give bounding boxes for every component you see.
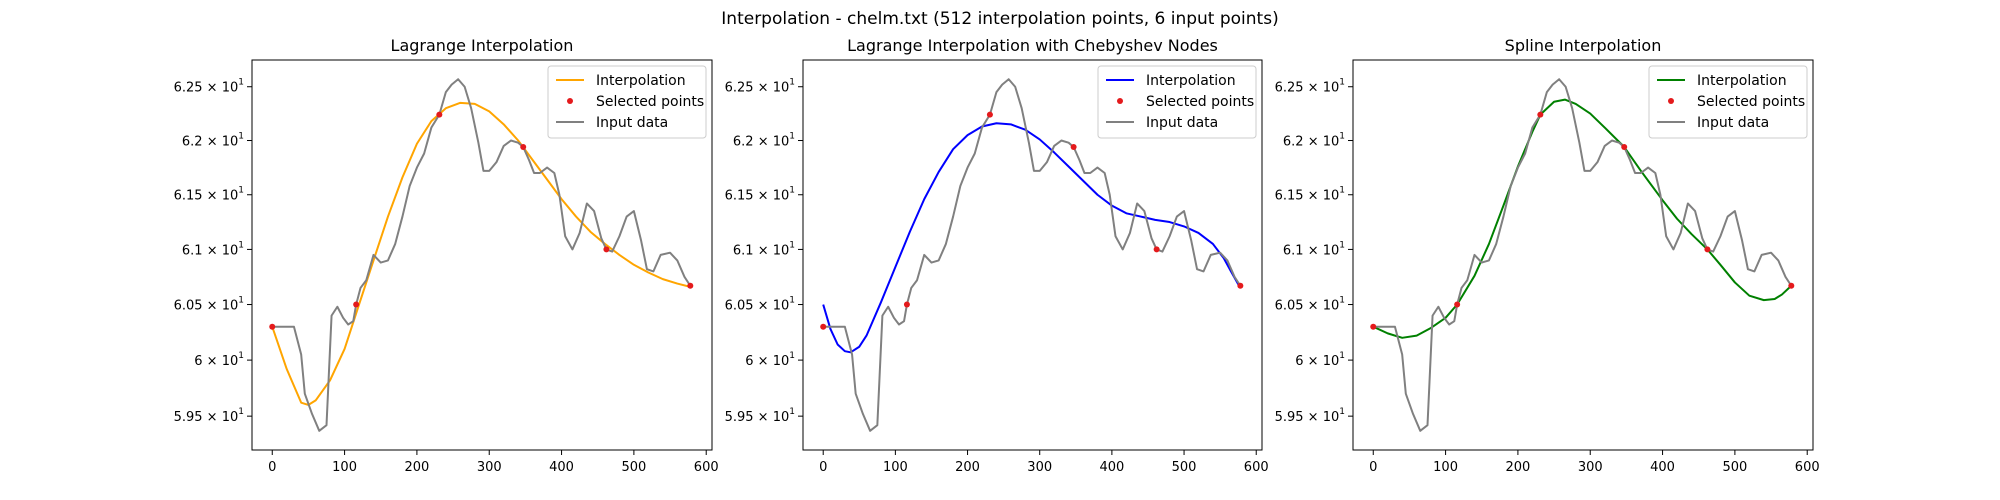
legend-label: Selected points: [596, 94, 704, 110]
input-data-curve: [272, 78, 692, 432]
y-tick-label: 6.1 × 101: [1283, 240, 1345, 258]
x-tick-label: 400: [1650, 460, 1675, 475]
subplot-2: Lagrange Interpolation with Chebyshev No…: [725, 36, 1269, 475]
legend: Interpolation Selected points Input data: [1648, 65, 1808, 139]
x-tick-label: 600: [1244, 460, 1269, 475]
y-tick-label: 6.15 × 101: [174, 186, 244, 204]
x-tick-label: 300: [1027, 460, 1052, 475]
axes-frame: [251, 59, 713, 451]
x-tick-label: 0: [819, 460, 827, 475]
x-tick-label: 600: [1795, 460, 1820, 475]
x-tick-label: 100: [332, 460, 357, 475]
y-tick-label: 5.95 × 101: [725, 407, 795, 425]
legend-point-swatch: [1668, 98, 1674, 104]
subplot-title: Lagrange Interpolation: [391, 36, 574, 55]
subplot-3: Spline Interpolation 0 100 200 300 400 500 600 5…: [1275, 36, 1820, 475]
x-tick-label: 300: [1578, 460, 1603, 475]
input-data-curve: [1373, 78, 1793, 432]
legend-label: Input data: [1146, 115, 1218, 131]
plot-area: [1370, 78, 1795, 432]
selected-point: [1788, 282, 1795, 289]
x-tick-label: 200: [955, 460, 980, 475]
selected-point: [520, 144, 527, 151]
y-tick-label: 6 × 101: [194, 351, 244, 369]
selected-point: [1704, 246, 1711, 253]
interpolation-curve: [822, 122, 1242, 354]
selected-point: [269, 323, 276, 330]
legend-box: [1648, 65, 1808, 139]
selected-point: [687, 282, 694, 289]
y-tick-label: 6.2 × 101: [733, 132, 795, 150]
y-tick-label: 6.2 × 101: [182, 132, 244, 150]
y-tick-label: 6.05 × 101: [725, 296, 795, 314]
y-tick-label: 6.1 × 101: [733, 240, 795, 258]
selected-point: [353, 301, 360, 308]
legend-label: Interpolation: [596, 73, 686, 89]
legend-box: [1097, 65, 1257, 139]
x-tick-label: 0: [268, 460, 276, 475]
y-tick-label: 6 × 101: [745, 351, 795, 369]
selected-point: [1237, 282, 1244, 289]
x-tick-label: 500: [621, 460, 646, 475]
selected-point: [1370, 323, 1377, 330]
y-tick-label: 6.05 × 101: [174, 296, 244, 314]
x-tick-label: 200: [404, 460, 429, 475]
selected-point: [986, 111, 993, 118]
y-tick-label: 6 × 101: [1295, 351, 1345, 369]
y-tick-label: 6.25 × 101: [1275, 78, 1345, 96]
x-tick-label: 400: [1099, 460, 1124, 475]
plot-area: [820, 78, 1244, 432]
y-tick-label: 6.1 × 101: [182, 240, 244, 258]
x-tick-label: 100: [1433, 460, 1458, 475]
selected-point: [1070, 144, 1077, 151]
plot-area: [269, 78, 694, 432]
x-tick-label: 300: [477, 460, 502, 475]
y-tick-label: 6.15 × 101: [725, 186, 795, 204]
legend: Interpolation Selected points Input data: [1097, 65, 1257, 139]
axes-frame: [1352, 59, 1814, 451]
x-tick-label: 200: [1505, 460, 1530, 475]
subplot-title: Spline Interpolation: [1505, 36, 1662, 55]
y-tick-label: 6.25 × 101: [725, 78, 795, 96]
y-tick-label: 6.25 × 101: [174, 78, 244, 96]
selected-point: [1454, 301, 1461, 308]
axes-frame: [802, 59, 1263, 451]
legend-label: Input data: [596, 115, 668, 131]
legend-point-swatch: [1117, 98, 1123, 104]
x-tick-label: 100: [883, 460, 908, 475]
legend-label: Selected points: [1146, 94, 1254, 110]
y-tick-label: 5.95 × 101: [1275, 407, 1345, 425]
selected-point: [1153, 246, 1160, 253]
selected-point: [436, 111, 443, 118]
subplot-title: Lagrange Interpolation with Chebyshev No…: [847, 36, 1218, 55]
interpolation-curve: [1372, 98, 1792, 339]
selected-point: [820, 323, 827, 330]
selected-point: [1537, 111, 1544, 118]
x-tick-label: 500: [1172, 460, 1197, 475]
y-tick-label: 5.95 × 101: [174, 407, 244, 425]
selected-point: [1621, 144, 1628, 151]
legend-label: Selected points: [1697, 94, 1805, 110]
y-tick-label: 6.2 × 101: [1283, 132, 1345, 150]
legend-box: [547, 65, 707, 139]
subplots: Lagrange Interpolation 0 100 200 300 400 500 60…: [174, 36, 1820, 475]
legend-label: Interpolation: [1146, 73, 1236, 89]
input-data-curve: [823, 78, 1242, 432]
legend: Interpolation Selected points Input data: [547, 65, 707, 139]
y-tick-label: 6.05 × 101: [1275, 296, 1345, 314]
figure-suptitle: Interpolation - chelm.txt (512 interpola…: [721, 9, 1278, 29]
legend-point-swatch: [567, 98, 573, 104]
interpolation-curve: [271, 101, 691, 406]
x-tick-label: 0: [1369, 460, 1377, 475]
selected-point: [603, 246, 610, 253]
legend-label: Input data: [1697, 115, 1769, 131]
subplot-1: Lagrange Interpolation 0 100 200 300 400 500 60…: [174, 36, 719, 475]
x-tick-label: 500: [1722, 460, 1747, 475]
legend-label: Interpolation: [1697, 73, 1787, 89]
selected-point: [903, 301, 910, 308]
x-tick-label: 600: [694, 460, 719, 475]
y-tick-label: 6.15 × 101: [1275, 186, 1345, 204]
x-tick-label: 400: [549, 460, 574, 475]
